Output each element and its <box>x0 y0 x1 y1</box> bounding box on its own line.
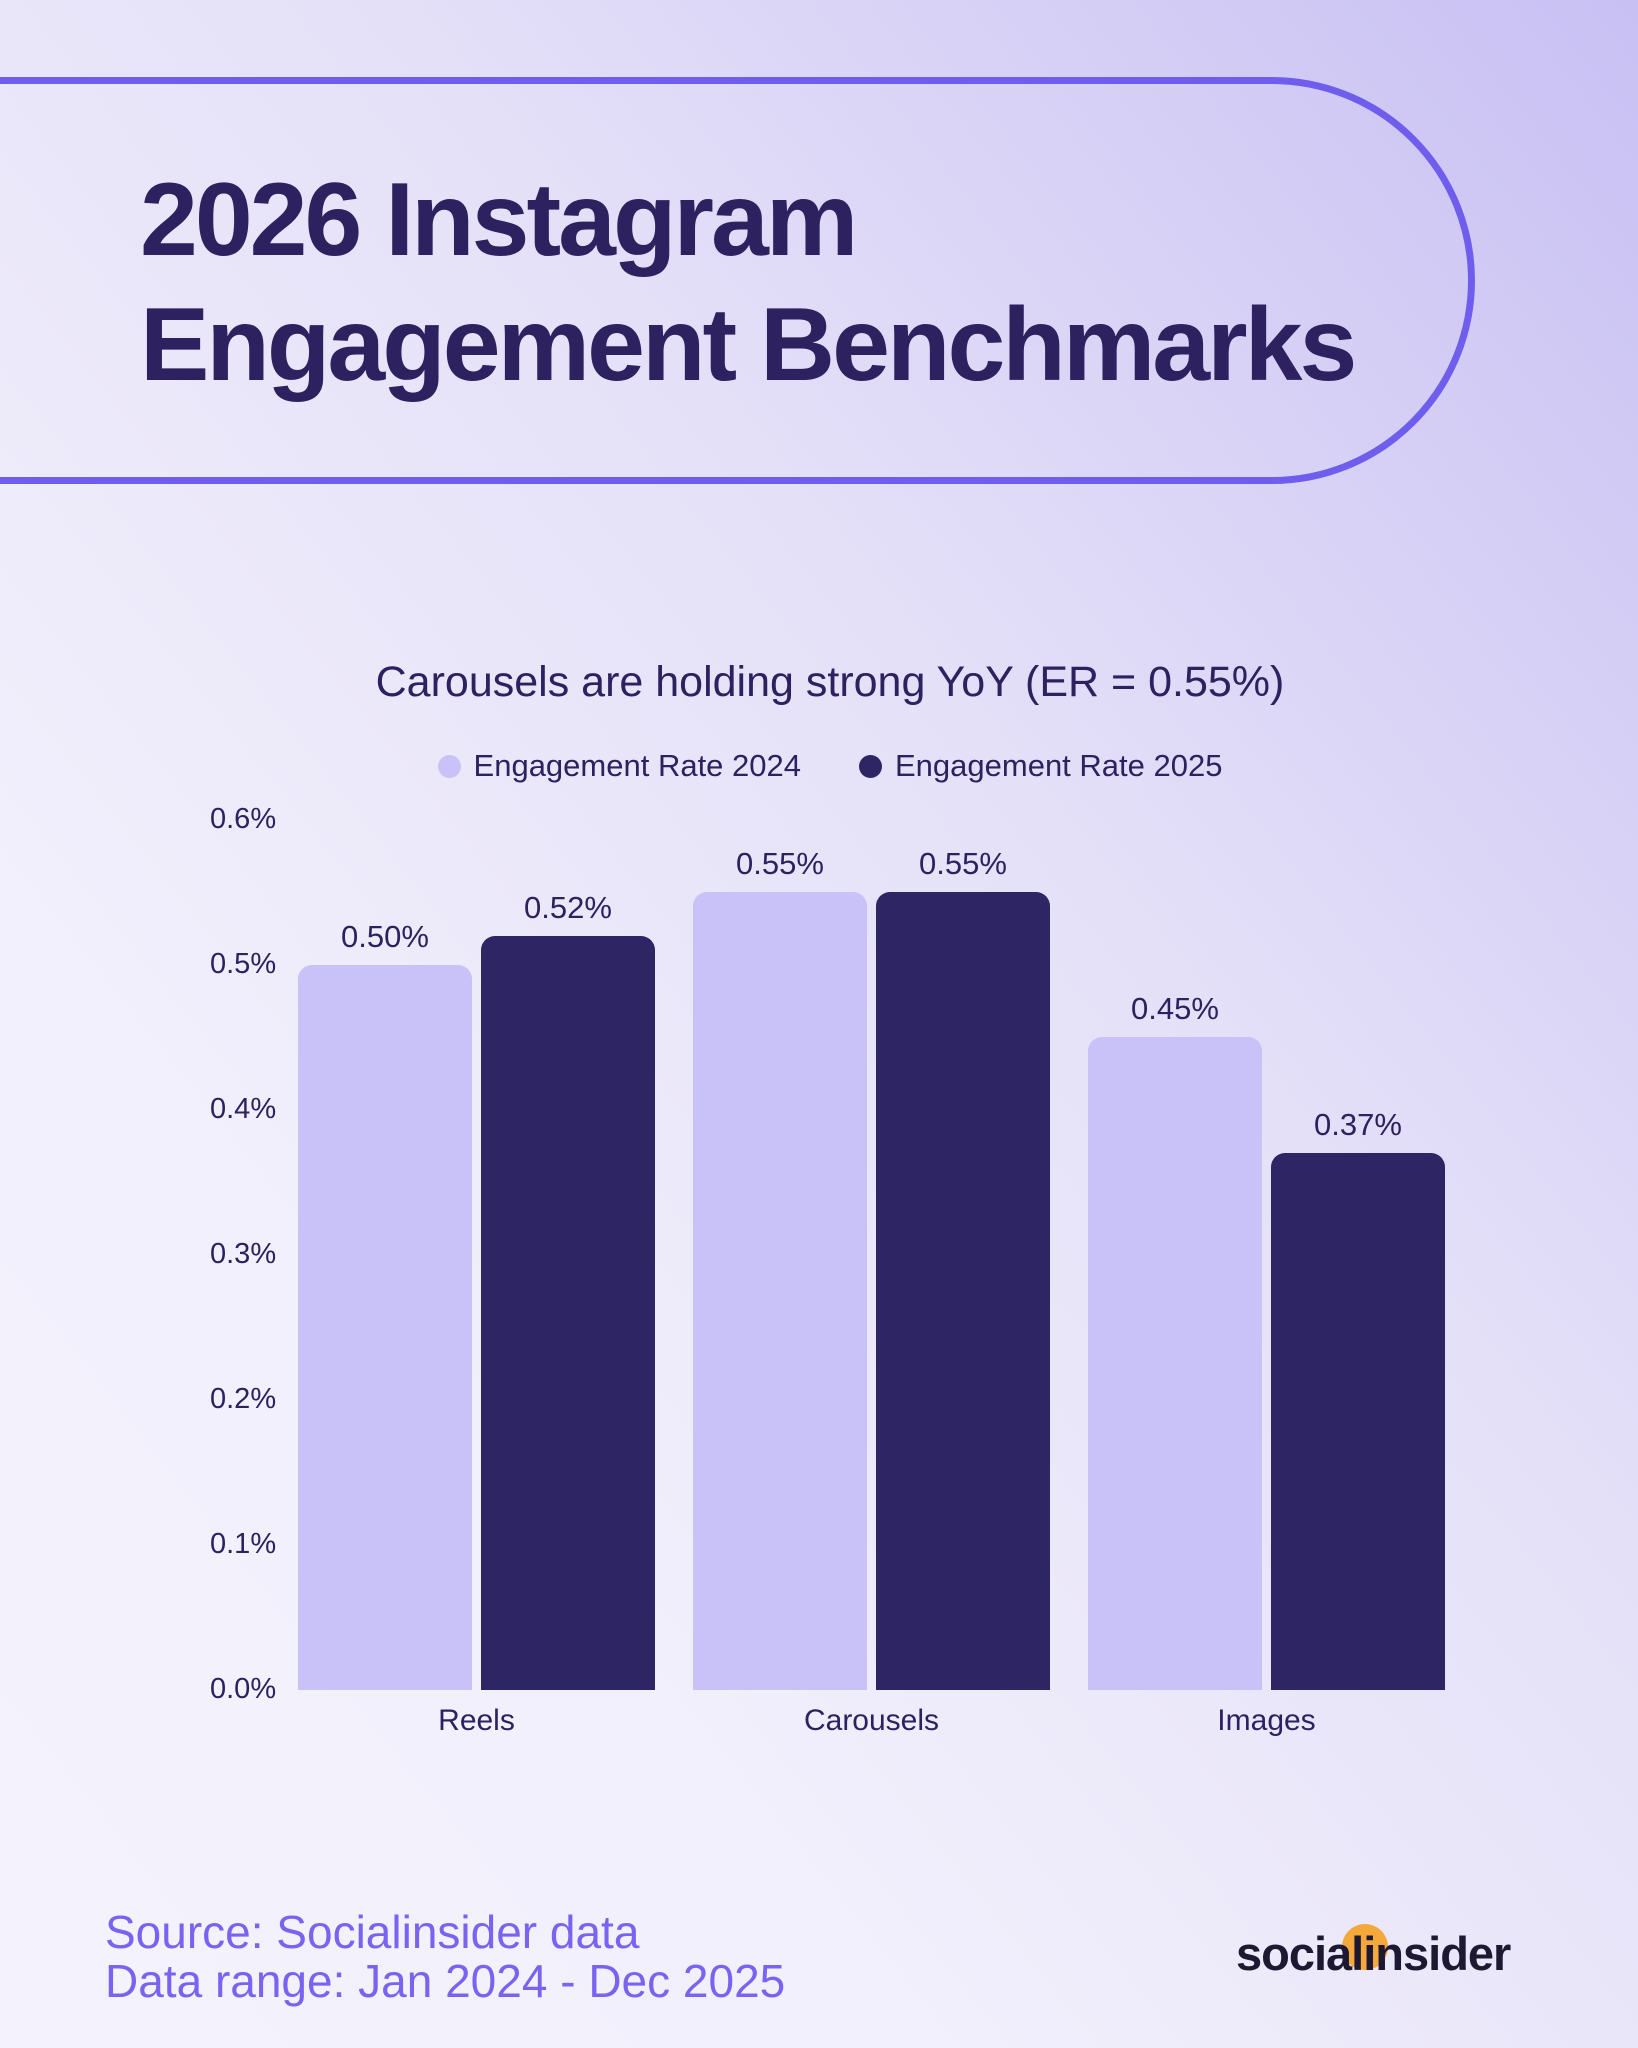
logo-orange-dot-icon <box>1342 1924 1388 1970</box>
header-outline-shape <box>0 77 1475 484</box>
socialinsider-logo: socialinsider <box>1236 1922 1536 1992</box>
bar-carousels-2024 <box>693 892 867 1690</box>
value-label-carousels-2024: 0.55% <box>736 846 824 881</box>
bar-carousels-2025 <box>876 892 1050 1690</box>
chart-legend: Engagement Rate 2024 Engagement Rate 2025 <box>210 748 1450 784</box>
page-title-line2: Engagement Benchmarks <box>140 287 1357 403</box>
chart-title: Carousels are holding strong YoY (ER = 0… <box>375 658 1285 706</box>
legend-dot-icon-engagement-rate-2024 <box>437 754 461 778</box>
y-tick-0-2-: 0.2% <box>210 1383 277 1415</box>
page-title-line1: 2026 Instagram <box>140 162 858 278</box>
bar-images-2025 <box>1271 1153 1445 1690</box>
y-tick-0-1-: 0.1% <box>210 1528 277 1560</box>
value-label-images-2025: 0.37% <box>1314 1107 1402 1142</box>
bar-reels-2024 <box>298 965 472 1690</box>
footer-data-range: Data range: Jan 2024 - Dec 2025 <box>105 1955 786 2007</box>
value-label-reels-2025: 0.52% <box>524 890 612 925</box>
x-label-reels: Reels <box>438 1704 515 1737</box>
y-tick-0-5-: 0.5% <box>210 948 277 980</box>
footer-source: Source: Socialinsider data <box>105 1906 640 1958</box>
value-label-images-2024: 0.45% <box>1131 991 1219 1026</box>
y-tick-0-3-: 0.3% <box>210 1238 277 1270</box>
y-tick-0-4-: 0.4% <box>210 1093 277 1125</box>
bar-images-2024 <box>1088 1037 1262 1690</box>
legend-item-engagement-rate-2025: Engagement Rate 2025 <box>859 748 1222 784</box>
bar-reels-2025 <box>481 936 655 1690</box>
y-axis: 0.6% 0.5% 0.4% 0.3% 0.2% 0.1% 0.0% <box>210 804 310 1704</box>
y-tick-0-6-: 0.6% <box>210 803 277 835</box>
x-label-images: Images <box>1217 1704 1316 1737</box>
footer-note: Source: Socialinsider data Data range: J… <box>105 1908 785 2006</box>
legend-dot-icon-engagement-rate-2025 <box>859 754 882 778</box>
y-tick-0-0-: 0.0% <box>210 1673 277 1705</box>
legend-label-engagement-rate-2025: Engagement Rate 2025 <box>895 748 1223 783</box>
chart-plot-area: 0.50% 0.52% Reels 0.55% 0.55% Carousels 0.45% 0… <box>0 820 1638 1737</box>
legend-item-engagement-rate-2024: Engagement Rate 2024 <box>437 748 801 784</box>
page-title: 2026 Instagram Engagement Benchmarks <box>140 158 1357 408</box>
legend-label-engagement-rate-2024: Engagement Rate 2024 <box>473 748 801 783</box>
value-label-carousels-2025: 0.55% <box>919 846 1007 881</box>
value-label-reels-2024: 0.50% <box>341 919 429 954</box>
x-label-carousels: Carousels <box>803 1704 940 1737</box>
logo-text: socialinsider <box>1236 1927 1511 1980</box>
